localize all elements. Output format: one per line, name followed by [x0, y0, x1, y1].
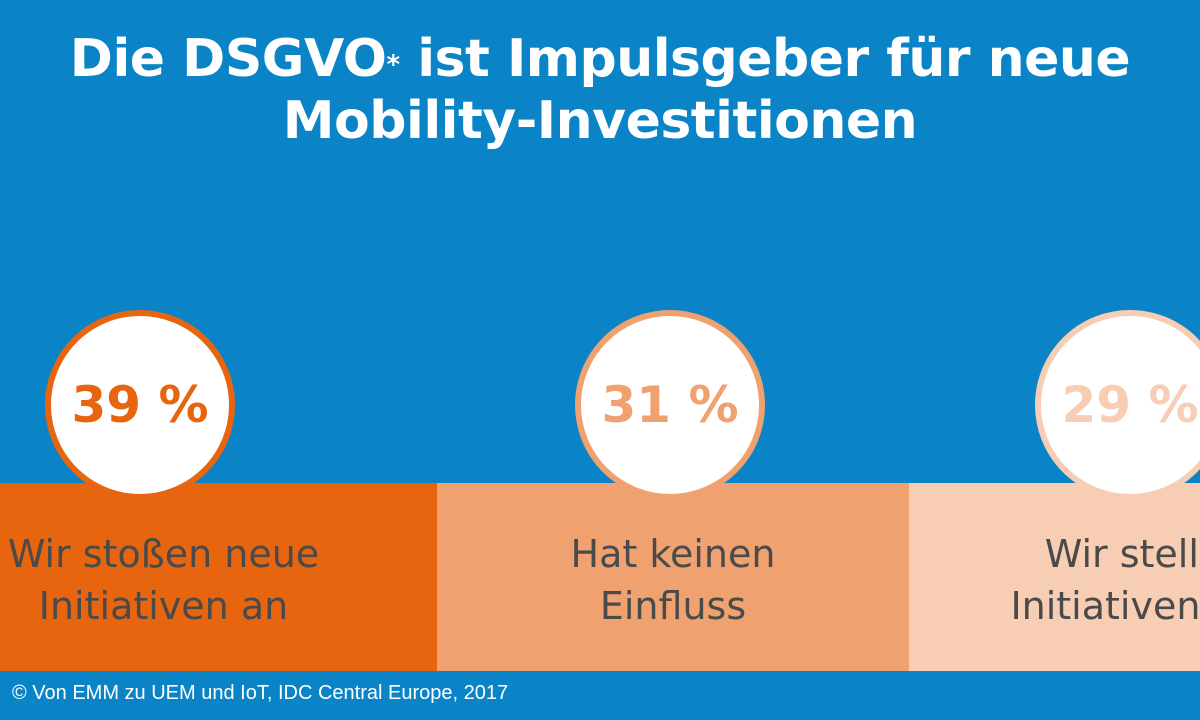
value-label-1: 39 %	[71, 376, 209, 434]
value-label-2: 31 %	[601, 376, 739, 434]
category-block-2: Hat keinen Einfluss	[437, 483, 909, 671]
title-line-2: Mobility-Investitionen	[282, 91, 918, 151]
category-label-1-line-1: Wir stoßen neue	[7, 532, 320, 576]
value-circle-2: 31 %	[575, 310, 765, 500]
credit-text: © Von EMM zu UEM und IoT, IDC Central Eu…	[12, 682, 509, 704]
value-circle-3: 29 %	[1035, 310, 1200, 500]
category-label-3: Wir stelle Initiativen zu	[988, 528, 1200, 632]
category-block-1: Wir stoßen neue Initiativen an	[0, 483, 437, 671]
value-label-3: 29 %	[1061, 376, 1199, 434]
category-label-2-line-1: Hat keinen	[570, 532, 776, 576]
title-line-1: Die DSGVO* ist Impulsgeber für neue	[69, 29, 1131, 89]
value-circle-1: 39 %	[45, 310, 235, 500]
category-label-1: Wir stoßen neue Initiativen an	[0, 528, 382, 632]
category-label-3-line-2: Initiativen zu	[1010, 584, 1200, 628]
category-label-2-line-2: Einfluss	[599, 584, 747, 628]
category-label-2: Hat keinen Einfluss	[437, 528, 909, 632]
category-block-3: Wir stelle Initiativen zu	[909, 483, 1200, 671]
category-label-1-line-2: Initiativen an	[38, 584, 289, 628]
chart-title: Die DSGVO* ist Impulsgeber für neue Mobi…	[0, 28, 1200, 152]
category-label-3-line-1: Wir stelle	[1044, 532, 1200, 576]
